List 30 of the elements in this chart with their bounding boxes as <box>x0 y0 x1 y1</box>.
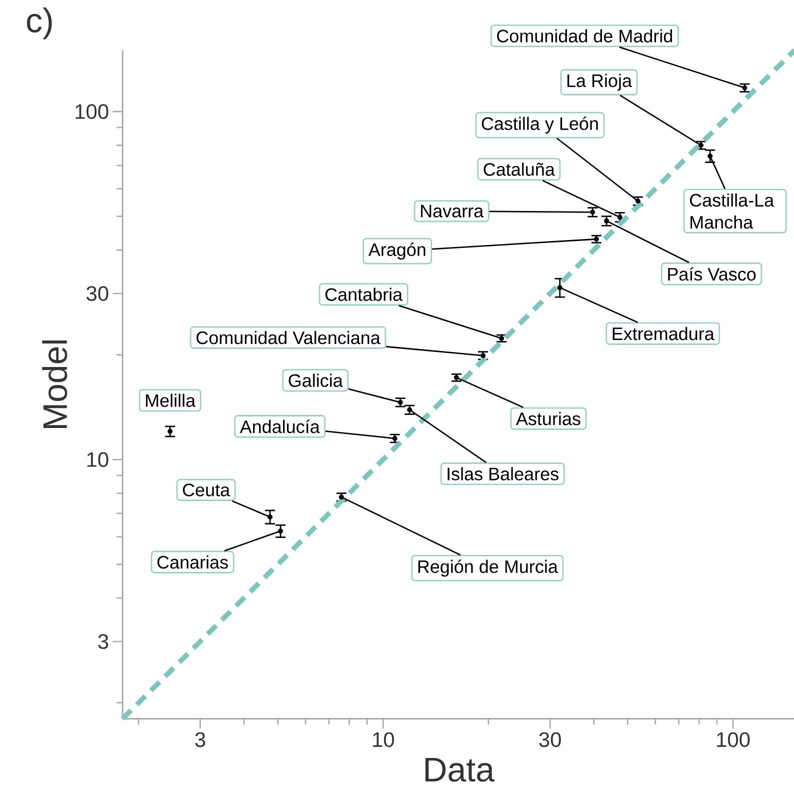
annotation: Cantabria <box>325 288 403 301</box>
annotation: Navarra <box>421 204 484 218</box>
annotation: Comunidad de Madrid <box>497 29 672 42</box>
annotation: Asturias <box>516 412 580 426</box>
x-tick-label: 100 <box>717 732 750 748</box>
annotation: Islas Baleares <box>448 467 558 480</box>
annotation: Galicia <box>288 374 343 387</box>
y-tick-label: 3 <box>98 634 108 649</box>
annotation: Región de Murcia <box>418 560 558 577</box>
annotation: País Vasco <box>668 267 756 281</box>
annotation: Aragón <box>368 242 426 260</box>
x-tick-label: 30 <box>539 732 561 748</box>
x-tick-label: 10 <box>373 732 394 748</box>
y-tick-label: 10 <box>87 452 108 467</box>
y-tick-label: 100 <box>76 104 108 119</box>
annotation: Melilla <box>146 394 196 407</box>
y-tick-label: 30 <box>86 286 108 301</box>
annotation: Extremadura <box>612 326 714 340</box>
annotation: Castilla-La Mancha <box>690 193 774 229</box>
annotation: La Rioja <box>567 74 632 91</box>
annotation: Castilla y León <box>482 116 598 134</box>
chart-title: c) <box>26 8 52 40</box>
x-tick-label: 3 <box>195 732 206 748</box>
annotation: Andalucía <box>240 420 320 434</box>
annotation: Canarias <box>157 555 228 569</box>
annotation: Comunidad Valenciana <box>196 330 380 344</box>
y-axis-title: Model <box>42 340 68 428</box>
annotation: Cataluña <box>484 162 555 176</box>
annotation: Ceuta <box>182 484 230 496</box>
x-axis-title: Data <box>425 758 495 782</box>
